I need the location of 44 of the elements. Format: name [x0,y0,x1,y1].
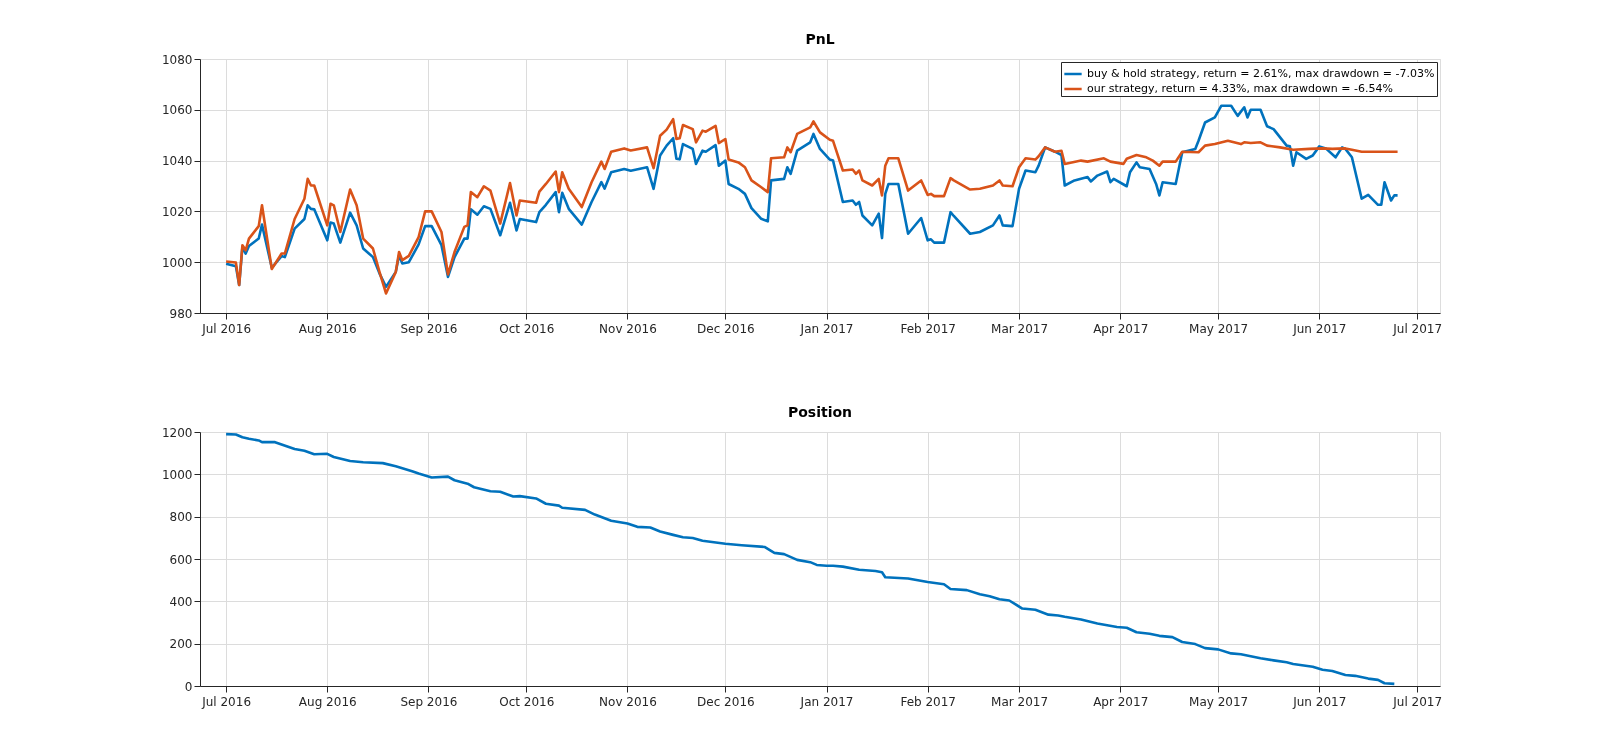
x-tick-label: Aug 2016 [298,321,357,336]
y-tick-label: 1200 [161,425,193,440]
y-tick-label: 600 [169,552,193,567]
x-tick-label: Nov 2016 [599,321,657,336]
x-tick-label: Jun 2017 [1292,321,1347,336]
x-tick-label: Jul 2017 [1392,694,1443,709]
x-tick-label: Apr 2017 [1093,321,1149,336]
legend-label: buy & hold strategy, return = 2.61%, max drawdown = -7.03% [1087,67,1435,80]
x-tick-label: Feb 2017 [900,321,956,336]
x-tick-label: Jul 2016 [201,321,252,336]
y-tick-label: 1000 [161,467,193,482]
chart-title: PnL [805,31,835,47]
legend-label: our strategy, return = 4.33%, max drawdown = -6.54% [1087,82,1393,95]
y-tick-label: 800 [169,510,193,525]
x-tick-label: Apr 2017 [1093,694,1149,709]
x-tick-label: Jan 2017 [799,694,854,709]
x-tick-label: Mar 2017 [991,694,1049,709]
x-tick-label: May 2017 [1189,321,1249,336]
x-tick-label: Jul 2017 [1392,321,1443,336]
x-tick-label: Dec 2016 [697,694,755,709]
x-tick-label: Nov 2016 [599,694,657,709]
y-tick-label: 400 [169,594,193,609]
x-tick-label: Jun 2017 [1292,694,1347,709]
x-tick-label: May 2017 [1189,694,1249,709]
y-tick-label: 0 [184,679,193,694]
x-tick-label: Jan 2017 [799,321,854,336]
x-tick-label: Dec 2016 [697,321,755,336]
y-tick-label: 200 [169,637,193,652]
y-tick-label: 1040 [161,154,193,169]
y-tick-label: 1060 [161,103,193,118]
x-tick-label: Aug 2016 [298,694,357,709]
y-tick-label: 1020 [161,204,193,219]
x-tick-label: Oct 2016 [499,694,555,709]
y-tick-label: 1080 [161,52,193,67]
chart-title: Position [787,404,853,420]
x-tick-label: Jul 2016 [201,694,252,709]
x-tick-label: Mar 2017 [991,321,1049,336]
x-tick-label: Oct 2016 [499,321,555,336]
line-series [224,432,1396,686]
x-tick-label: Sep 2016 [400,321,458,336]
y-tick-label: 1000 [161,255,193,270]
x-tick-label: Sep 2016 [400,694,458,709]
y-tick-label: 980 [169,306,193,321]
x-tick-label: Feb 2017 [900,694,956,709]
